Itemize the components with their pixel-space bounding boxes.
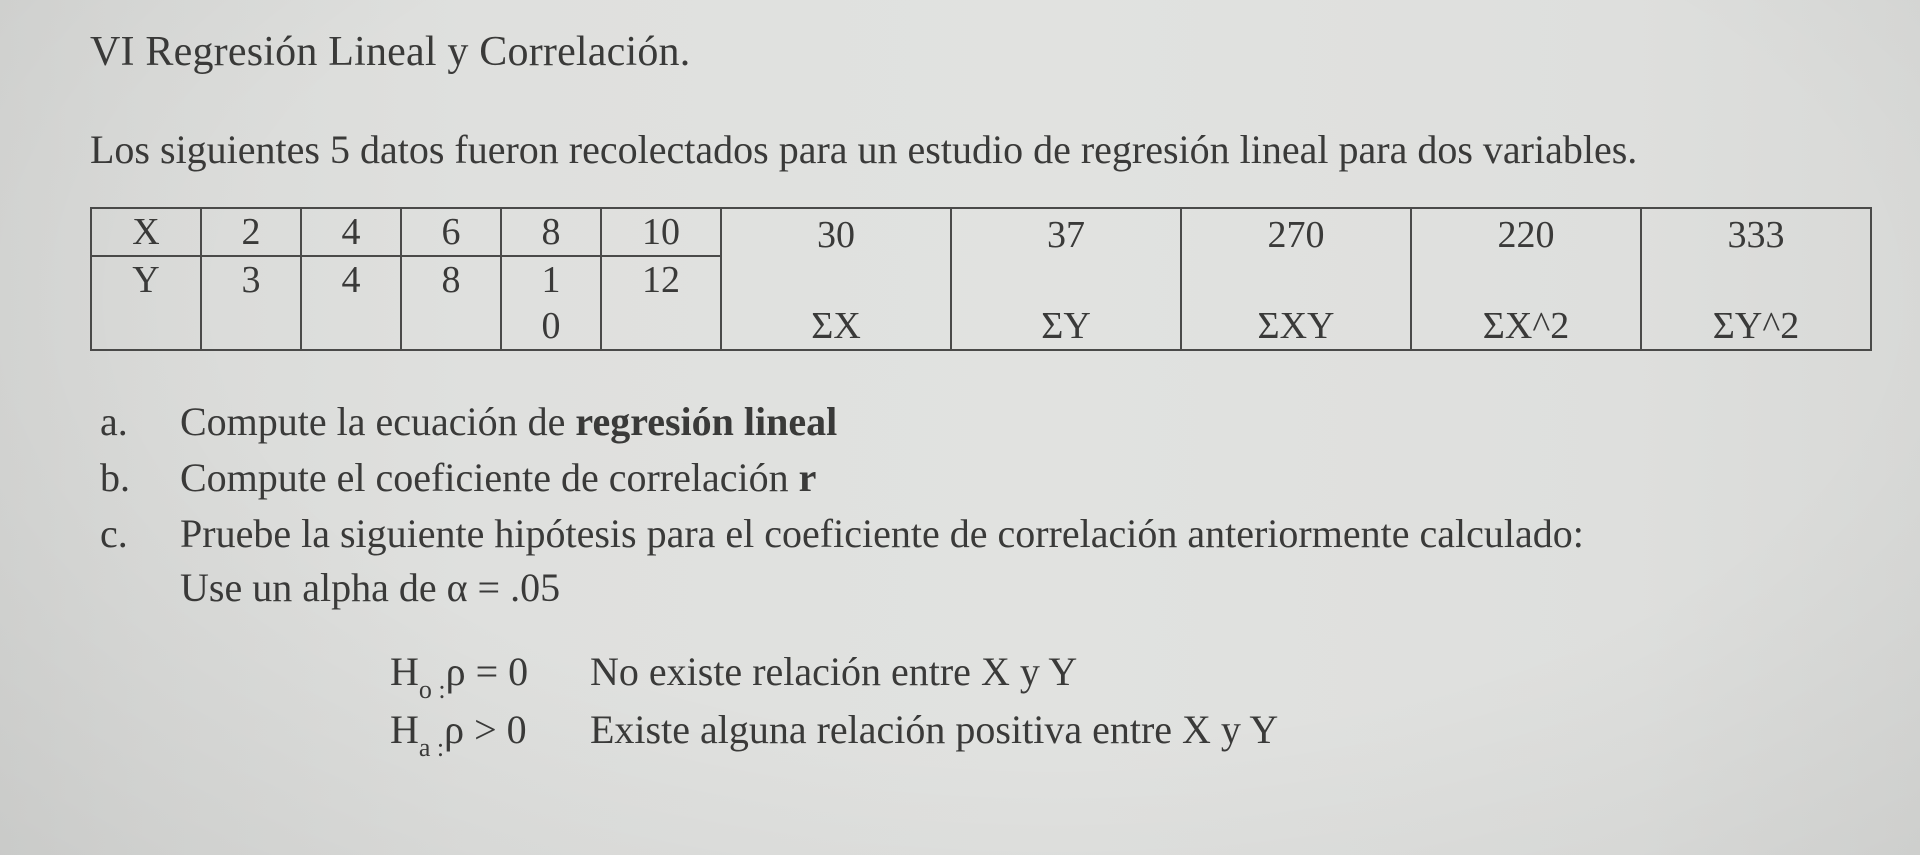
cell-x4: 8 [501,208,601,256]
cell-y-label: Y [91,256,201,303]
cell-y2: 4 [301,256,401,303]
cell-sum-y-value: 37 [951,208,1181,303]
question-text: Pruebe la siguiente hipótesis para el co… [180,507,1860,615]
cell-empty [401,303,501,350]
cell-x3: 6 [401,208,501,256]
hypothesis-h0: Ho :ρ = 0 No existe relación entre X y Y [390,645,1860,703]
cell-y3: 8 [401,256,501,303]
question-b-pre: Compute el coeficiente de correlación [180,455,799,500]
hypothesis-block: Ho :ρ = 0 No existe relación entre X y Y… [390,645,1860,761]
data-table: X 2 4 6 8 10 30 37 270 220 333 Y 3 4 8 1… [90,207,1872,351]
table-row: 0 ΣX ΣY ΣXY ΣX^2 ΣY^2 [91,303,1871,350]
cell-y1: 3 [201,256,301,303]
cell-sum-xy-label: ΣXY [1181,303,1411,350]
intro-paragraph: Los siguientes 5 datos fueron recolectad… [90,126,1860,173]
question-a: a. Compute la ecuación de regresión line… [90,395,1860,449]
cell-sum-x2-value: 220 [1411,208,1641,303]
question-text: Compute el coeficiente de correlación r [180,451,1860,505]
cell-empty [601,303,721,350]
cell-x5: 10 [601,208,721,256]
cell-x1: 2 [201,208,301,256]
cell-x-label: X [91,208,201,256]
ha-H: H [390,707,419,752]
cell-empty [91,303,201,350]
question-c-line2: Use un alpha de α = .05 [180,565,560,610]
cell-empty [201,303,301,350]
cell-sum-x2-label: ΣX^2 [1411,303,1641,350]
table-row: X 2 4 6 8 10 30 37 270 220 333 [91,208,1871,256]
question-b-bold: r [799,455,817,500]
cell-sum-xy-value: 270 [1181,208,1411,303]
question-a-pre: Compute la ecuación de [180,399,575,444]
hypothesis-ha: Ha :ρ > 0 Existe alguna relación positiv… [390,703,1860,761]
cell-sum-x-label: ΣX [721,303,951,350]
h0-expr: ρ = 0 [446,649,529,694]
question-a-bold: regresión lineal [575,399,837,444]
cell-empty [301,303,401,350]
cell-y5: 12 [601,256,721,303]
cell-sum-x-value: 30 [721,208,951,303]
question-letter: b. [90,451,180,505]
question-c-line1: Pruebe la siguiente hipótesis para el co… [180,511,1584,556]
cell-y4-bottom: 0 [501,303,601,350]
question-list: a. Compute la ecuación de regresión line… [90,395,1860,615]
cell-sum-y2-value: 333 [1641,208,1871,303]
section-title: VI Regresión Lineal y Correlación. [90,28,1860,76]
question-c: c. Pruebe la siguiente hipótesis para el… [90,507,1860,615]
ha-text: Existe alguna relación positiva entre X … [590,703,1278,757]
cell-y4-top: 1 [501,256,601,303]
h0-symbol: Ho :ρ = 0 [390,645,590,703]
ha-expr: ρ > 0 [444,707,527,752]
question-text: Compute la ecuación de regresión lineal [180,395,1860,449]
cell-sum-y-label: ΣY [951,303,1181,350]
cell-sum-y2-label: ΣY^2 [1641,303,1871,350]
question-b: b. Compute el coeficiente de correlación… [90,451,1860,505]
ha-sub: a : [419,733,444,762]
question-letter: c. [90,507,180,561]
page-root: VI Regresión Lineal y Correlación. Los s… [0,0,1920,855]
h0-sub: o : [419,675,446,704]
h0-H: H [390,649,419,694]
question-letter: a. [90,395,180,449]
h0-text: No existe relación entre X y Y [590,645,1077,699]
ha-symbol: Ha :ρ > 0 [390,703,590,761]
cell-x2: 4 [301,208,401,256]
